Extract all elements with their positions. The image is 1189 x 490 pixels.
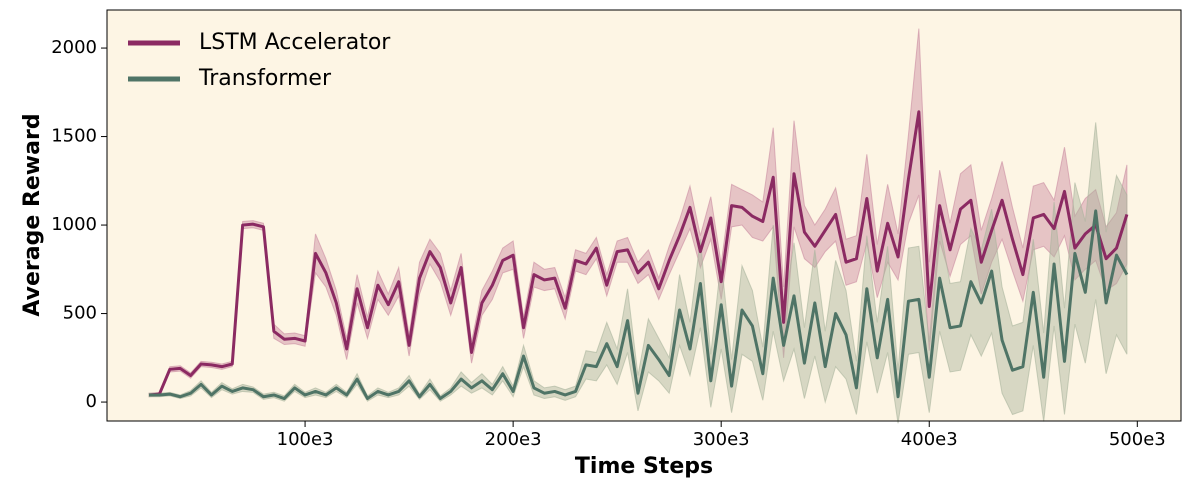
x-tick-label: 400e3 bbox=[901, 429, 958, 450]
plot-area bbox=[148, 28, 1129, 424]
legend-label: LSTM Accelerator bbox=[199, 30, 391, 55]
plot-background bbox=[106, 9, 1182, 422]
y-tick-label: 1500 bbox=[51, 126, 97, 147]
y-tick-label: 500 bbox=[63, 303, 97, 324]
error-band bbox=[148, 122, 1128, 424]
series-line bbox=[148, 110, 1129, 397]
y-axis-title: Average Reward bbox=[20, 113, 45, 316]
x-axis-title: Time Steps bbox=[575, 454, 713, 479]
x-tick-label: 300e3 bbox=[693, 429, 750, 450]
legend-label: Transformer bbox=[198, 66, 332, 91]
y-tick-label: 1000 bbox=[51, 214, 97, 235]
x-tick-label: 500e3 bbox=[1109, 429, 1166, 450]
series-line bbox=[149, 209, 1129, 401]
x-tick-label: 100e3 bbox=[277, 429, 334, 450]
y-tick-label: 2000 bbox=[51, 37, 97, 58]
plot-frame bbox=[106, 9, 1182, 422]
y-tick-label: 0 bbox=[86, 391, 97, 412]
x-tick-label: 200e3 bbox=[485, 429, 542, 450]
